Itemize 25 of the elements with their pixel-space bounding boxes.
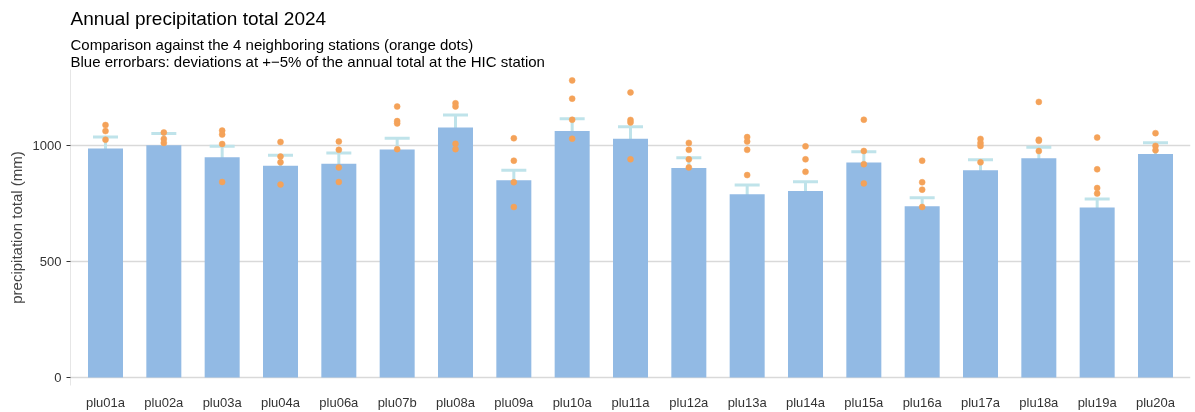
x-tick-label: plu18a <box>1019 394 1060 410</box>
x-tick-label: plu04a <box>260 394 301 410</box>
x-tick-label: plu20a <box>1135 394 1176 410</box>
x-tick-label: plu15a <box>844 394 885 410</box>
x-tick-label: plu10a <box>552 394 593 410</box>
x-tick-label: plu17a <box>960 394 1001 410</box>
y-tick-label: 0 <box>54 369 62 385</box>
x-tick-label: plu03a <box>202 394 243 410</box>
chart-title: Annual precipitation total 2024 <box>70 7 327 29</box>
x-tick-label: plu01a <box>85 394 126 410</box>
x-tick-label: plu13a <box>727 394 768 410</box>
chart-subtitle: Comparison against the 4 neighboring stations (orange dots) Blue errorbars: deviations at +−5% of the annual total at the HIC station <box>70 35 545 70</box>
x-tick-label: plu07b <box>377 394 417 410</box>
y-tick-label: 1000 <box>32 138 62 154</box>
x-tick-label: plu16a <box>902 394 943 410</box>
x-tick-label: plu12a <box>669 394 710 410</box>
x-tick-label: plu19a <box>1077 394 1118 410</box>
x-tick-label: plu09a <box>494 394 535 410</box>
x-tick-label: plu06a <box>319 394 360 410</box>
y-axis-title: precipitation total (mm) <box>7 151 25 304</box>
x-tick-label: plu02a <box>144 394 185 410</box>
x-tick-label: plu11a <box>611 394 651 410</box>
y-tick-label: 500 <box>39 254 62 270</box>
x-tick-label: plu08a <box>435 394 476 410</box>
x-tick-label: plu14a <box>785 394 826 410</box>
